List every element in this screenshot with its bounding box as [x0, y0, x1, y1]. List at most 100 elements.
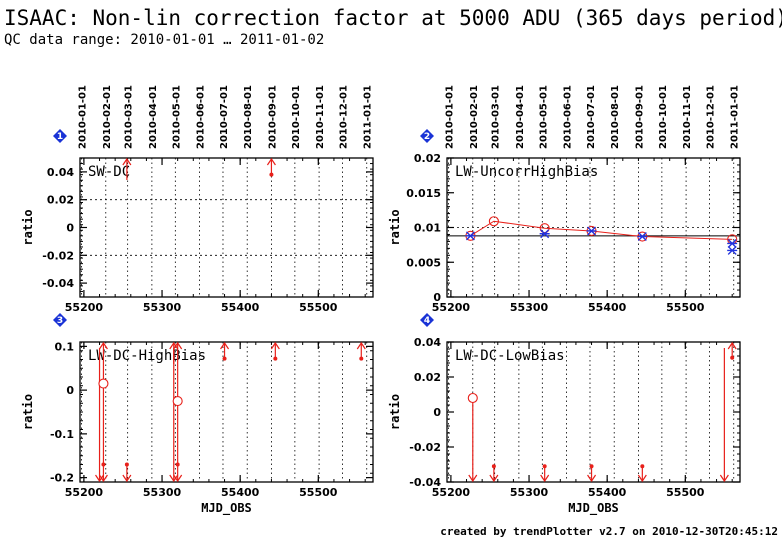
y-tick-label: 0 — [433, 291, 441, 304]
panel-1: -0.04 -0.02 0 0.02 0.04 55200 55300 55400 55500 2… — [21, 85, 374, 314]
offscale-low-arrowhead — [122, 474, 132, 483]
data-point — [491, 464, 496, 469]
y-tick-label: -0.02 — [42, 249, 74, 262]
panel-3: -0.2 -0.1 0 0.1 55200 55300 55400 55500 ratio MJD… — [21, 313, 374, 516]
panel-title: LW-UncorrHighBias — [455, 164, 598, 180]
data-point — [640, 464, 645, 469]
data-point-open — [539, 223, 550, 234]
top-date-label: 2010-09-01 — [634, 85, 645, 149]
top-date-label: 2011-01-01 — [363, 85, 374, 149]
y-tick-label: -0.2 — [50, 472, 74, 485]
x-tick-label: 55400 — [588, 486, 627, 499]
top-date-label: 2010-02-01 — [102, 85, 113, 149]
panel-2: 0 0.005 0.01 0.015 0.02 55200 55300 55400 55500 2… — [388, 85, 741, 314]
data-point-open — [488, 216, 499, 227]
offscale-low-arrowhead — [637, 474, 647, 483]
y-axis-label: ratio — [388, 209, 402, 245]
x-tick-label: 55400 — [221, 301, 260, 314]
top-date-label: 2010-07-01 — [219, 85, 230, 149]
x-tick-label: 55300 — [510, 301, 549, 314]
data-point — [359, 356, 364, 361]
y-tick-label: -0.02 — [409, 441, 441, 454]
panel-badge-icon — [53, 313, 67, 327]
y-tick-label: 0.015 — [406, 187, 441, 200]
data-point-star — [586, 226, 597, 236]
x-tick-label: 55200 — [432, 301, 471, 314]
top-date-label: 2010-11-01 — [315, 85, 326, 149]
panel-4: -0.04 -0.02 0 0.02 0.04 55200 55300 55400 55500 r… — [388, 313, 741, 516]
x-tick-label: 55500 — [299, 301, 338, 314]
panel-badge-number: 1 — [57, 132, 63, 142]
offscale-low-arrowhead — [95, 474, 105, 483]
top-date-label: 2010-12-01 — [339, 85, 350, 149]
x-tick-label: 55400 — [588, 301, 627, 314]
data-point-star — [539, 229, 550, 239]
top-date-label: 2010-06-01 — [563, 85, 574, 149]
offscale-high-arrowhead — [270, 341, 280, 350]
data-point — [101, 462, 106, 467]
data-point — [269, 172, 274, 177]
data-point — [589, 464, 594, 469]
offscale-low-arrowhead — [169, 474, 179, 483]
data-point-open — [467, 392, 478, 404]
data-point — [222, 356, 227, 361]
x-tick-label: 55200 — [65, 486, 104, 499]
top-date-label: 2010-06-01 — [196, 85, 207, 149]
data-point — [175, 462, 180, 467]
x-tick-label: 55500 — [666, 301, 705, 314]
top-date-label: 2010-09-01 — [267, 85, 278, 149]
x-tick-label: 55500 — [666, 486, 705, 499]
y-axis-label: ratio — [388, 394, 402, 430]
y-tick-label: 0.04 — [414, 336, 441, 349]
offscale-high-arrowhead — [122, 157, 132, 166]
top-date-label: 2010-02-01 — [469, 85, 480, 149]
top-date-label: 2010-03-01 — [124, 85, 135, 149]
y-tick-label: 0 — [66, 384, 74, 397]
y-tick-label: 0.02 — [414, 371, 441, 384]
top-date-label: 2010-12-01 — [706, 85, 717, 149]
x-tick-label: 55500 — [299, 486, 338, 499]
top-date-label: 2010-05-01 — [538, 85, 549, 149]
panel-badge-number: 2 — [424, 132, 430, 142]
data-point-star — [727, 238, 738, 248]
y-axis-label: ratio — [21, 394, 35, 430]
y-tick-label: 0.1 — [55, 340, 75, 353]
panel-title: SW-DC — [88, 164, 130, 180]
panel-badge-icon — [53, 129, 67, 143]
y-tick-label: 0.005 — [406, 256, 441, 269]
offscale-low-arrowhead — [719, 474, 729, 483]
top-date-label: 2010-10-01 — [291, 85, 302, 149]
x-tick-label: 55200 — [432, 486, 471, 499]
y-tick-label: 0 — [433, 406, 441, 419]
panel-badge-number: 4 — [424, 316, 430, 326]
offscale-low-arrowhead — [98, 474, 108, 483]
y-tick-label: 0.02 — [414, 152, 441, 165]
offscale-high-arrowhead — [727, 341, 737, 350]
panel-title: LW-DC-HighBias — [88, 348, 206, 364]
top-date-label: 2010-07-01 — [586, 85, 597, 149]
panel-badge-icon — [420, 129, 434, 143]
data-point — [542, 464, 547, 469]
data-point-open — [98, 378, 109, 389]
y-tick-label: 0.04 — [47, 166, 74, 179]
data-point-star — [727, 245, 738, 255]
y-tick-label: 0.02 — [47, 194, 74, 207]
offscale-high-arrowhead — [356, 341, 366, 350]
offscale-low-arrowhead — [489, 474, 499, 483]
data-point-star — [465, 231, 476, 241]
top-date-label: 2010-01-01 — [78, 85, 89, 149]
top-date-label: 2011-01-01 — [730, 85, 741, 149]
top-date-label: 2010-04-01 — [148, 85, 159, 149]
x-tick-label: 55400 — [221, 486, 260, 499]
offscale-low-arrowhead — [468, 474, 478, 483]
top-date-label: 2010-08-01 — [610, 85, 621, 149]
x-tick-label: 55300 — [143, 301, 182, 314]
offscale-high-arrowhead — [266, 157, 276, 166]
offscale-low-arrowhead — [173, 474, 183, 483]
top-date-label: 2010-10-01 — [658, 85, 669, 149]
y-tick-label: 0 — [66, 222, 74, 235]
offscale-low-arrowhead — [587, 474, 597, 483]
top-date-label: 2010-08-01 — [243, 85, 254, 149]
panel-badge-icon — [420, 313, 434, 327]
data-point — [730, 355, 735, 360]
